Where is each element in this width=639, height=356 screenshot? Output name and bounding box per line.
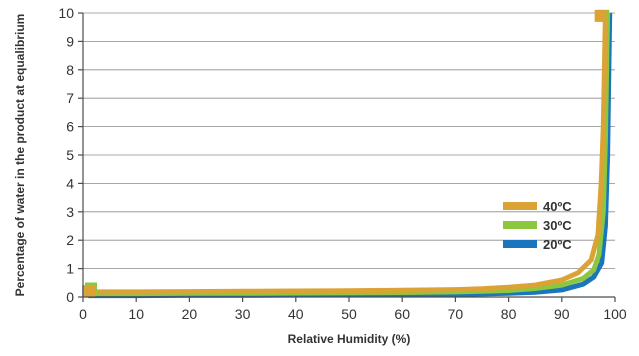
y-tick-label-1: 1 <box>66 261 74 277</box>
y-tick-label-3: 3 <box>66 204 74 220</box>
legend-label-0: 40ºC <box>543 199 572 214</box>
legend: 40ºC 30ºC 20ºC <box>503 199 572 252</box>
y-tick-labels: 0 1 2 3 4 5 6 7 8 9 10 <box>58 5 74 305</box>
legend-swatch-1 <box>503 221 537 229</box>
grid-lines <box>83 12 615 270</box>
y-tick-label-0: 0 <box>66 289 74 305</box>
series-marker-4 <box>594 9 607 22</box>
x-tick-label-30: 30 <box>235 306 251 322</box>
y-tick-label-7: 7 <box>66 90 74 106</box>
x-tick-label-40: 40 <box>288 306 304 322</box>
series-line-0 <box>88 12 613 299</box>
x-tick-label-50: 50 <box>341 306 357 322</box>
series-line-2 <box>88 12 608 295</box>
x-tick-labels: 0 10 20 30 40 50 60 70 80 90 100 <box>79 306 627 322</box>
y-tick-label-5: 5 <box>66 147 74 163</box>
x-tick-label-20: 20 <box>182 306 198 322</box>
x-tick-label-100: 100 <box>603 306 627 322</box>
x-tick-label-80: 80 <box>501 306 517 322</box>
x-tick-label-70: 70 <box>448 306 464 322</box>
axes <box>78 12 616 302</box>
x-tick-label-0: 0 <box>79 306 87 322</box>
y-tick-label-2: 2 <box>66 232 74 248</box>
y-tick-label-6: 6 <box>66 119 74 135</box>
x-tick-label-90: 90 <box>554 306 570 322</box>
legend-label-2: 20ºC <box>543 237 572 252</box>
y-tick-label-9: 9 <box>66 33 74 49</box>
series-lines <box>88 12 613 299</box>
legend-swatch-0 <box>503 202 537 210</box>
y-tick-label-8: 8 <box>66 62 74 78</box>
legend-swatch-2 <box>503 240 537 248</box>
series-end-markers <box>82 9 610 298</box>
x-axis-title: Relative Humidity (%) <box>288 332 411 346</box>
series-line-1 <box>88 12 611 297</box>
series-marker-2 <box>83 285 96 298</box>
y-axis-title: Percentage of water in the product at eq… <box>13 14 27 297</box>
y-tick-label-10: 10 <box>58 5 74 21</box>
x-tick-label-60: 60 <box>394 306 410 322</box>
legend-label-1: 30ºC <box>543 218 572 233</box>
x-tick-label-10: 10 <box>128 306 144 322</box>
y-tick-label-4: 4 <box>66 175 74 191</box>
